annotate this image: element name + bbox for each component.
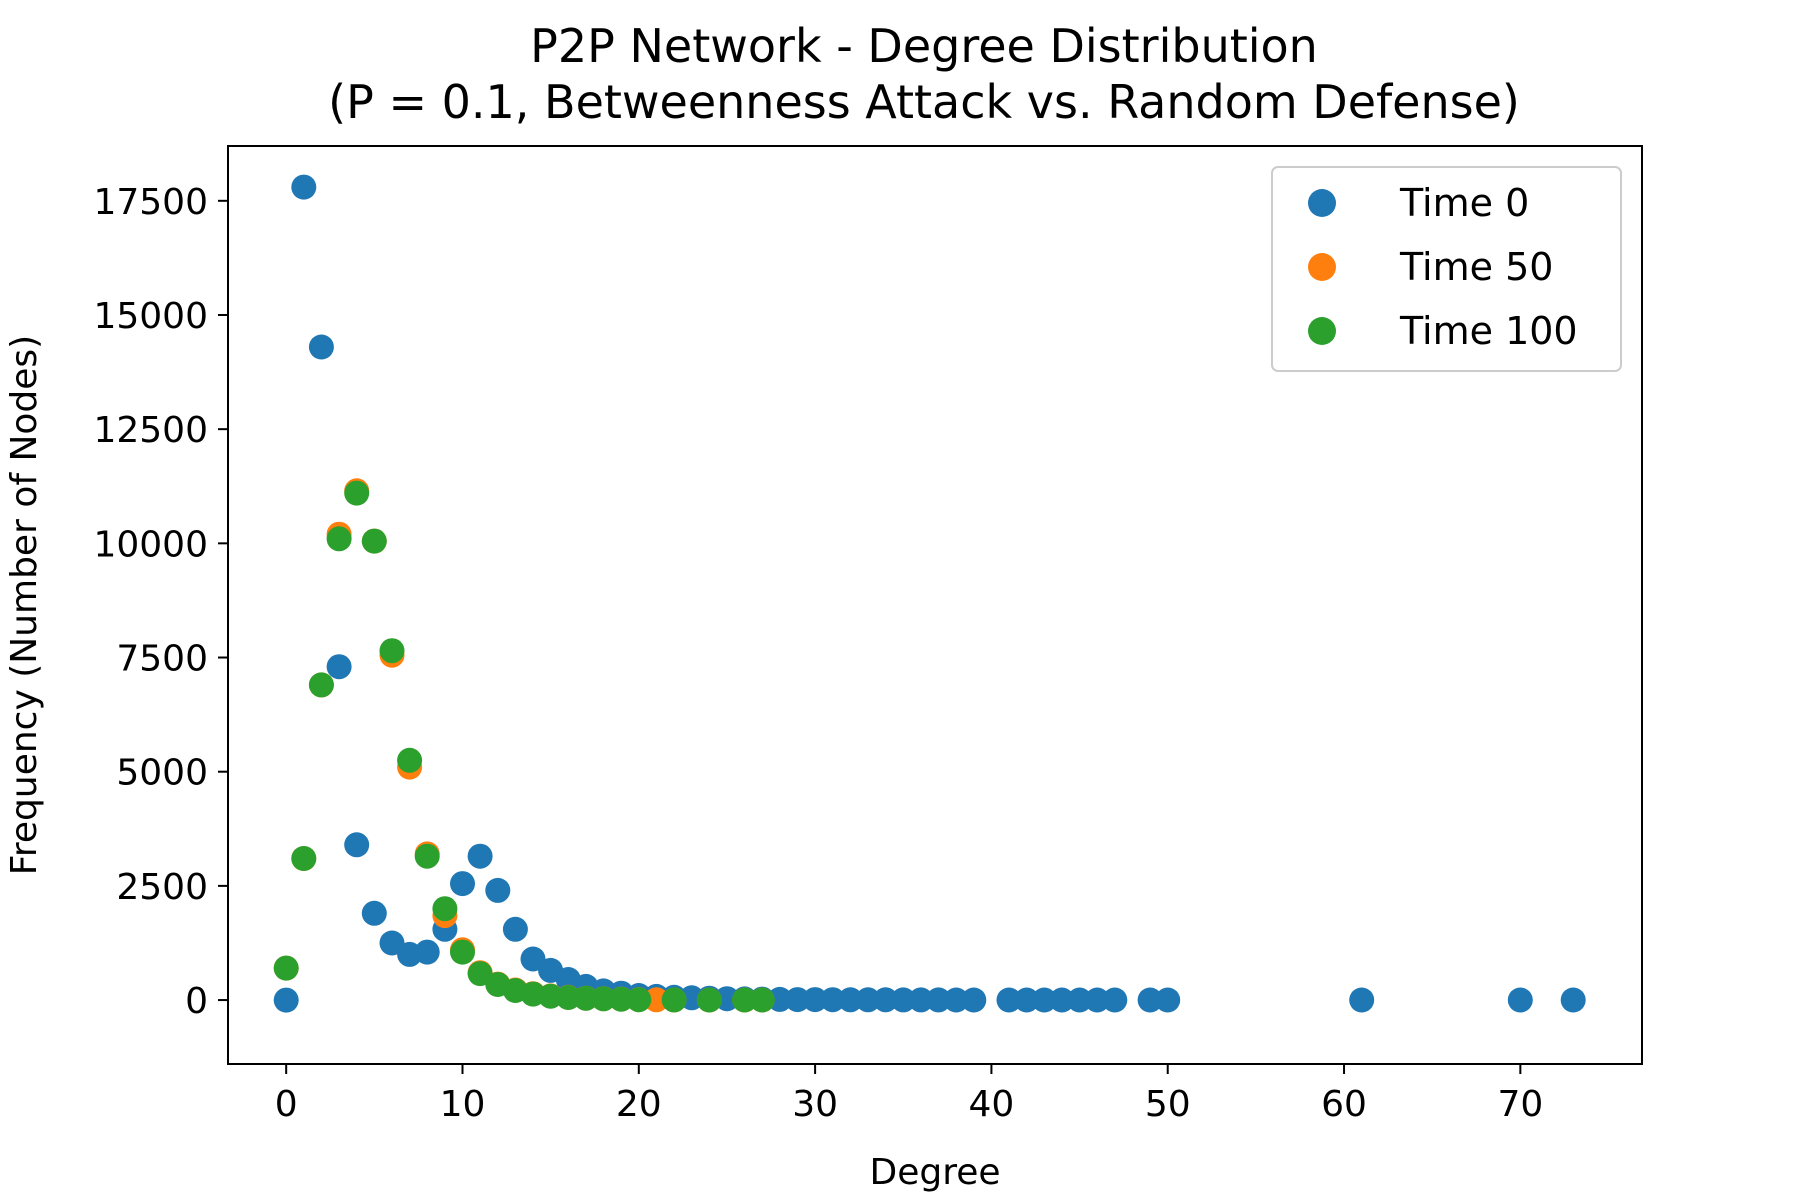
- data-point: [555, 985, 581, 1010]
- data-point: [837, 987, 863, 1013]
- data-point: [432, 896, 458, 922]
- y-tick-label: 7500: [116, 639, 208, 680]
- data-point: [749, 987, 775, 1013]
- data-point: [291, 846, 317, 871]
- data-point: [1049, 987, 1075, 1013]
- data-point: [943, 987, 969, 1013]
- data-point: [344, 832, 370, 858]
- y-tick-label: 0: [185, 981, 208, 1022]
- data-point: [273, 955, 299, 981]
- data-point: [732, 987, 758, 1013]
- data-point: [308, 672, 334, 698]
- x-tick-label: 70: [1497, 1084, 1543, 1125]
- data-point: [502, 916, 528, 942]
- data-point: [1084, 987, 1110, 1013]
- data-point: [326, 526, 352, 552]
- data-point: [450, 939, 475, 965]
- data-point: [414, 843, 440, 869]
- data-point: [379, 638, 405, 664]
- plot-area: [273, 174, 1586, 1013]
- legend-label: Time 0: [1399, 181, 1529, 225]
- data-point: [1137, 987, 1163, 1013]
- legend-marker: [1308, 253, 1336, 281]
- axes-frame: [227, 145, 1643, 1065]
- data-point: [1014, 987, 1040, 1013]
- legend-marker: [1308, 189, 1336, 217]
- data-point: [344, 480, 370, 506]
- data-point: [855, 987, 881, 1013]
- x-tick-label: 30: [792, 1084, 838, 1125]
- data-point: [1031, 987, 1057, 1013]
- axes-ticks: 0 10 20 30 40 50 60 70 0 2500 5000 7500 10000 12500 15…: [93, 182, 1543, 1125]
- x-tick-label: 60: [1321, 1084, 1367, 1125]
- data-point: [326, 654, 352, 680]
- data-point: [961, 987, 987, 1013]
- y-tick-label: 10000: [93, 524, 208, 565]
- data-point: [308, 334, 334, 360]
- data-point: [626, 987, 652, 1013]
- x-axis-label: Degree: [869, 1152, 1000, 1193]
- y-tick-label: 5000: [116, 753, 208, 794]
- data-point: [1560, 987, 1586, 1013]
- x-tick-label: 50: [1145, 1084, 1191, 1125]
- data-point: [926, 987, 951, 1013]
- x-tick-label: 40: [969, 1084, 1015, 1125]
- data-point: [608, 986, 634, 1012]
- series-2: [273, 480, 775, 1013]
- data-point: [1507, 987, 1533, 1013]
- y-tick-label: 17500: [93, 182, 208, 223]
- y-tick-label: 15000: [93, 296, 208, 337]
- data-point: [908, 987, 934, 1013]
- data-point: [643, 987, 669, 1013]
- legend-label: Time 50: [1399, 245, 1553, 289]
- y-tick-label: 2500: [116, 867, 208, 908]
- chart-subtitle: (P = 0.1, Betweenness Attack vs. Random …: [328, 75, 1520, 129]
- data-point: [1349, 987, 1375, 1013]
- data-point: [873, 987, 899, 1013]
- x-tick-label: 20: [616, 1084, 662, 1125]
- data-point: [1102, 987, 1128, 1013]
- chart-title: P2P Network - Degree Distribution: [530, 19, 1318, 73]
- data-point: [785, 987, 810, 1013]
- data-point: [361, 900, 387, 926]
- data-point: [996, 987, 1022, 1013]
- data-point: [450, 871, 475, 897]
- data-point: [291, 174, 317, 200]
- data-point: [273, 987, 299, 1013]
- x-tick-label: 10: [440, 1084, 486, 1125]
- y-tick-label: 12500: [93, 410, 208, 451]
- legend-frame: [1271, 166, 1622, 372]
- data-point: [573, 985, 599, 1011]
- x-tick-label: 0: [275, 1084, 298, 1125]
- y-axis-label: Frequency (Number of Nodes): [4, 335, 45, 875]
- data-point: [591, 986, 616, 1012]
- data-point: [1155, 987, 1181, 1013]
- legend-label: Time 100: [1399, 309, 1578, 353]
- data-point: [467, 843, 493, 869]
- data-point: [361, 528, 387, 554]
- legend-marker: [1308, 317, 1336, 345]
- data-point: [485, 877, 511, 903]
- data-point: [397, 747, 423, 773]
- data-point: [661, 987, 687, 1013]
- data-point: [767, 986, 793, 1012]
- data-point: [802, 987, 828, 1013]
- data-point: [696, 987, 722, 1013]
- data-point: [890, 987, 916, 1013]
- data-point: [820, 987, 846, 1013]
- data-point: [414, 939, 440, 965]
- data-point: [1067, 987, 1093, 1013]
- legend: Time 0 Time 50 Time 100: [1271, 166, 1622, 372]
